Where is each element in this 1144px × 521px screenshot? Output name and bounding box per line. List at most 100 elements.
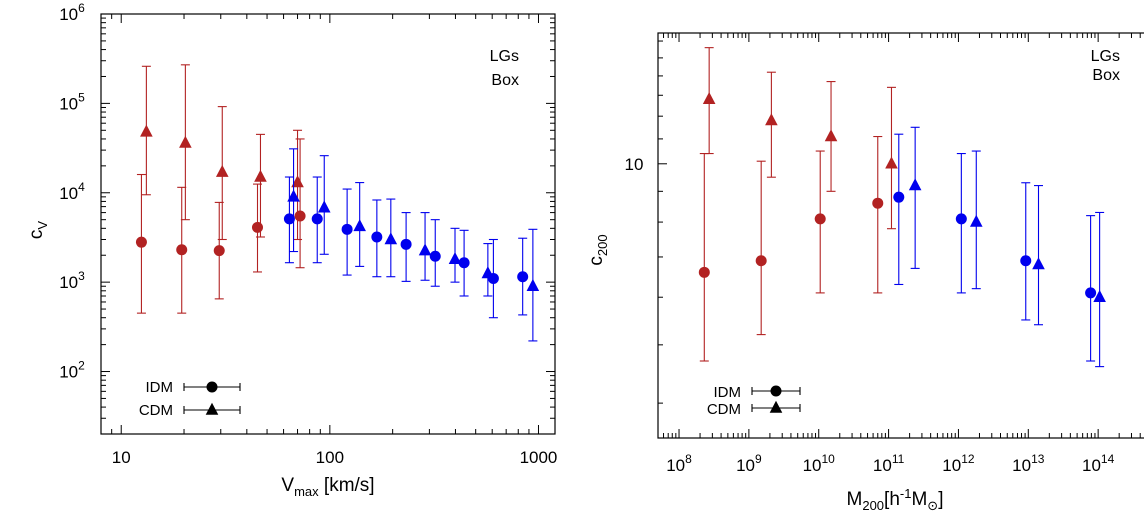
x-tick-label: 1014 [1082, 452, 1115, 475]
data-point-circle [517, 271, 529, 283]
y-tick-label: 10 [625, 155, 644, 174]
data-point-triangle [702, 92, 716, 105]
data-point-circle [176, 244, 188, 256]
data-point-circle [429, 250, 441, 262]
data-point-circle [371, 231, 383, 243]
data-point-circle [283, 213, 295, 225]
data-points-left [135, 64, 540, 342]
data-points-right [698, 47, 1106, 368]
marker-key-triangle [205, 402, 219, 415]
y-ticks-left: 102 103 104 105 106 [59, 1, 555, 382]
error-bar [1034, 185, 1044, 326]
data-point-triangle [291, 175, 304, 188]
y-ticks-right: 10 [625, 155, 667, 174]
error-bar [894, 133, 904, 286]
x-tick-label: 10 [112, 448, 131, 467]
error-bar [295, 138, 305, 269]
series-lgs-idm [698, 135, 884, 362]
data-point-circle [872, 197, 884, 209]
x-tick-label: 108 [666, 452, 692, 475]
data-point-circle [311, 213, 323, 225]
x-tick-label: 100 [316, 448, 344, 467]
data-point-circle [251, 221, 263, 233]
y-axis-label-right: c200 [586, 234, 610, 265]
panel-left-cv-vs-vmax: 10 100 1000 102 103 104 105 106 LGs Box IDM CD… [26, 1, 557, 499]
data-point-triangle [287, 189, 300, 202]
legend-right: LGs Box [1091, 48, 1120, 84]
data-point-triangle [317, 200, 331, 213]
series-lgs-idm [135, 138, 306, 314]
marker-key-cdm-label-right: CDM [707, 401, 741, 418]
x-tick-label: 109 [736, 452, 762, 475]
data-point-circle [400, 238, 412, 250]
data-point-circle [341, 223, 353, 235]
data-point-triangle [384, 232, 398, 245]
data-point-circle [814, 213, 826, 225]
series-box-idm [893, 133, 1097, 362]
data-point-circle [893, 191, 905, 203]
data-point-triangle [969, 214, 983, 227]
marker-key-cdm-label: CDM [139, 402, 173, 419]
series-box-cdm [908, 126, 1106, 368]
series-lgs-cdm [140, 64, 304, 241]
y-axis-label-left: cV [26, 221, 50, 240]
legend-entry-box: Box [491, 72, 519, 89]
data-point-circle [1020, 255, 1032, 267]
data-point-circle [955, 213, 967, 225]
series-box-idm [283, 176, 529, 319]
data-point-triangle [140, 124, 153, 137]
data-point-triangle [353, 219, 366, 232]
x-tick-label: 1010 [803, 452, 836, 475]
marker-key-circle [206, 381, 218, 393]
y-tick-label: 102 [59, 359, 85, 382]
data-point-circle [1085, 287, 1097, 299]
panel-right-c200-vs-m200: 108 109 1010 1011 1012 1013 1014 10 LGs Box ID… [586, 32, 1144, 513]
data-point-circle [294, 210, 306, 222]
x-tick-label: 1013 [1012, 452, 1045, 475]
data-point-triangle [1093, 289, 1106, 302]
data-point-triangle [254, 169, 267, 182]
x-axis-label-right: M200[h-1M⊙] [847, 486, 944, 513]
plot-frame-right [657, 32, 1144, 439]
x-tick-label: 1012 [942, 452, 975, 475]
series-box-cdm [287, 148, 540, 342]
minor-ticks-right [657, 33, 1141, 438]
legend-left: LGs Box [490, 48, 519, 89]
marker-key-circle [770, 385, 782, 397]
data-point-circle [755, 255, 767, 267]
marker-key-idm-label-right: IDM [714, 384, 742, 401]
legend-entry-box-right: Box [1092, 67, 1120, 84]
y-tick-label: 104 [59, 180, 85, 203]
plot-frame-left [100, 13, 556, 435]
error-bar [873, 135, 883, 294]
minor-ticks-left [100, 14, 555, 435]
data-point-triangle [824, 129, 838, 142]
error-bar [1021, 182, 1031, 321]
legend-entry-lgs-right: LGs [1091, 48, 1120, 65]
data-point-triangle [179, 135, 192, 148]
series-lgs-cdm [702, 47, 898, 230]
error-bar [910, 126, 920, 269]
data-point-triangle [448, 252, 462, 265]
y-tick-label: 103 [59, 269, 85, 292]
x-tick-label: 1011 [873, 452, 905, 475]
data-point-triangle [765, 113, 778, 126]
data-point-triangle [1032, 257, 1045, 270]
y-tick-label: 106 [59, 1, 85, 24]
error-bar [255, 133, 265, 238]
data-point-triangle [215, 164, 229, 177]
data-point-triangle [481, 266, 495, 279]
x-tick-label: 1000 [520, 448, 558, 467]
marker-key-triangle [769, 400, 783, 413]
data-point-triangle [885, 156, 898, 169]
data-point-circle [458, 257, 470, 269]
marker-key-left: IDM CDM [139, 379, 241, 419]
marker-key-idm-label: IDM [146, 379, 174, 396]
x-axis-label-left: Vmax [km/s] [281, 475, 374, 499]
legend-entry-lgs: LGs [490, 48, 519, 65]
data-point-circle [213, 245, 225, 257]
error-bar [1095, 211, 1105, 368]
error-bar [699, 153, 709, 362]
x-ticks-left: 10 100 1000 [112, 14, 558, 467]
